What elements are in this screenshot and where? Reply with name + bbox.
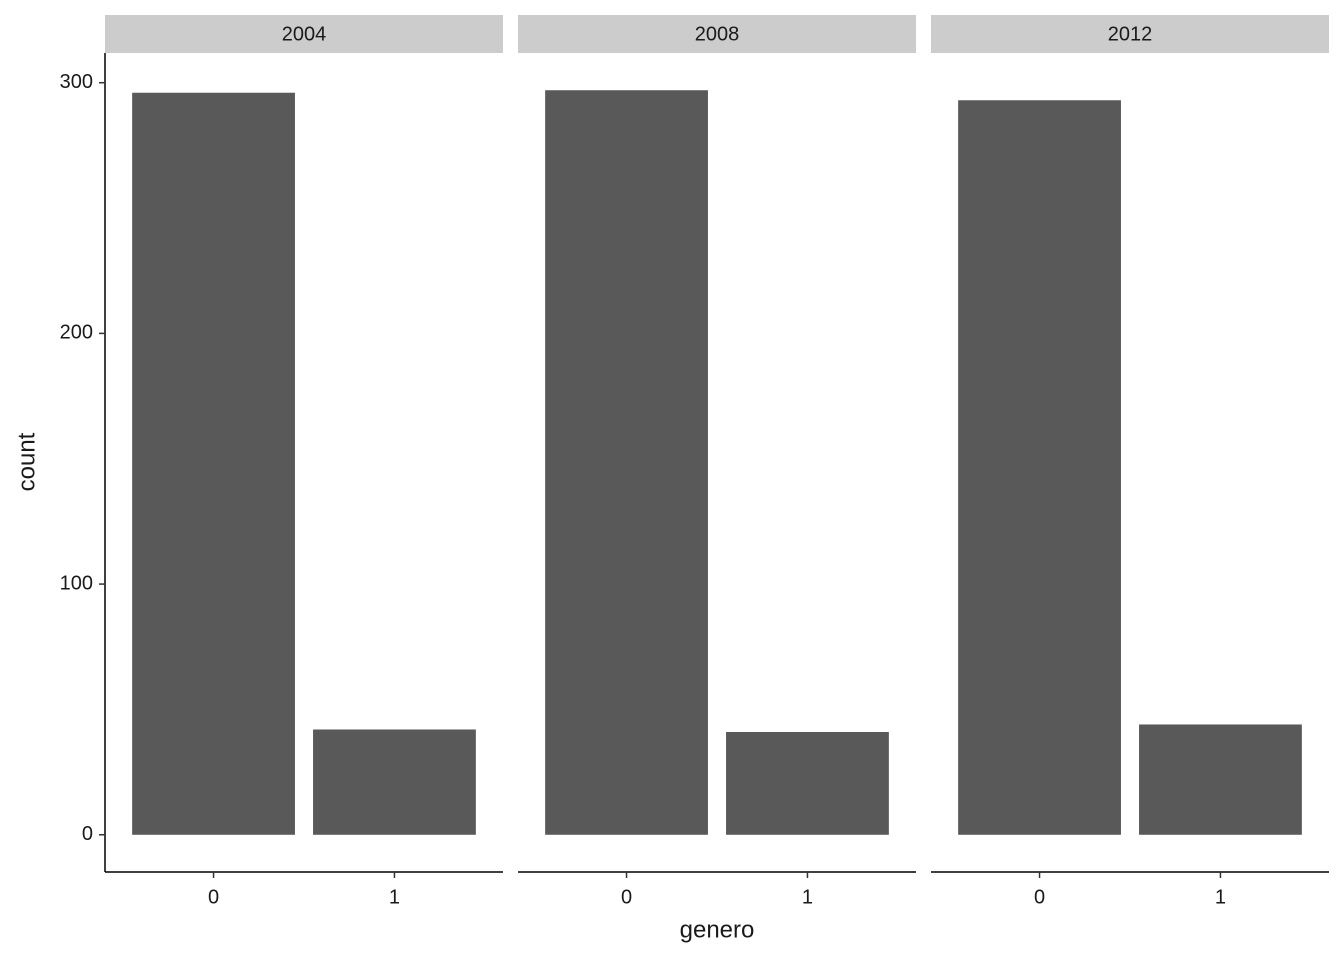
y-tick-label: 100 bbox=[60, 572, 93, 594]
x-tick-label: 0 bbox=[208, 886, 219, 908]
x-tick-label: 1 bbox=[802, 886, 813, 908]
strip bbox=[105, 15, 503, 53]
bar bbox=[958, 100, 1121, 835]
bar bbox=[726, 731, 889, 835]
x-tick-label: 1 bbox=[1215, 886, 1226, 908]
y-tick-label: 300 bbox=[60, 71, 93, 93]
bar bbox=[545, 90, 708, 835]
strip-label: 2012 bbox=[1108, 23, 1153, 45]
y-tick-label: 200 bbox=[60, 322, 93, 344]
x-tick-label: 0 bbox=[1034, 886, 1045, 908]
strip bbox=[931, 15, 1329, 53]
strip bbox=[518, 15, 916, 53]
x-tick-label: 0 bbox=[621, 886, 632, 908]
bar bbox=[132, 92, 295, 835]
x-axis-title: genero bbox=[680, 916, 755, 943]
bar bbox=[313, 729, 476, 835]
strip-label: 2004 bbox=[282, 23, 327, 45]
y-tick-label: 0 bbox=[82, 823, 93, 845]
x-tick-label: 1 bbox=[389, 886, 400, 908]
strip-label: 2008 bbox=[695, 23, 740, 45]
y-axis-title: count bbox=[13, 432, 40, 491]
bar bbox=[1139, 724, 1302, 835]
